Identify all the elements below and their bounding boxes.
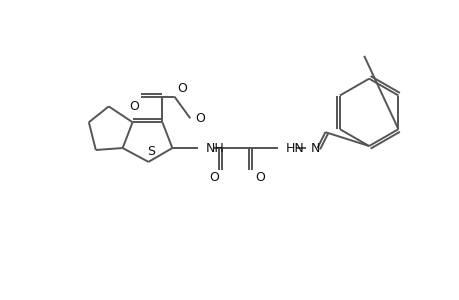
- Text: HN: HN: [285, 142, 304, 154]
- Text: NH: NH: [206, 142, 224, 154]
- Text: O: O: [254, 171, 264, 184]
- Text: N: N: [310, 142, 319, 154]
- Text: O: O: [129, 100, 139, 113]
- Text: O: O: [177, 82, 187, 95]
- Text: O: O: [195, 112, 205, 125]
- Text: O: O: [209, 171, 218, 184]
- Text: S: S: [147, 146, 155, 158]
